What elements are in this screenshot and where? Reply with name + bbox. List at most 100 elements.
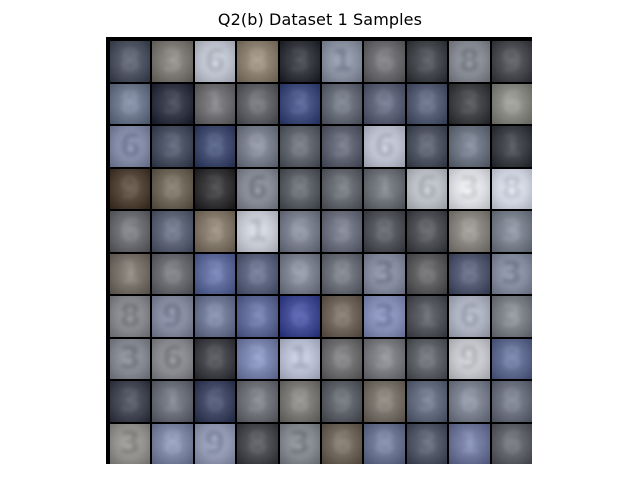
sample-digit-shape: 8 — [458, 256, 480, 292]
sample-tile: 9 — [322, 381, 363, 422]
sample-tile: 1 — [237, 211, 278, 252]
sample-digit-shape: 9 — [204, 426, 226, 462]
sample-tile: 6 — [491, 423, 532, 464]
sample-digit-shape: 9 — [458, 341, 480, 377]
sample-tile: 3 — [110, 381, 151, 422]
sample-digit-shape: 9 — [162, 298, 184, 334]
sample-digit-shape: 6 — [374, 128, 396, 164]
sample-tile: 8 — [406, 338, 448, 379]
sample-digit-shape: 6 — [331, 341, 353, 377]
sample-digit-shape: 6 — [162, 341, 184, 377]
sample-tile: 3 — [322, 168, 363, 209]
sample-tile: 3 — [491, 296, 532, 337]
sample-digit-shape: 6 — [289, 213, 311, 249]
sample-tile: 3 — [322, 126, 363, 167]
sample-tile: 6 — [279, 211, 320, 252]
sample-digit-shape: 6 — [246, 86, 268, 122]
sample-digit-shape: 3 — [416, 43, 438, 79]
sample-digit-shape: 6 — [289, 298, 311, 334]
sample-tile: 1 — [194, 83, 236, 124]
sample-tile: 8 — [194, 338, 236, 379]
sample-digit-shape: 8 — [416, 128, 438, 164]
sample-digit-shape: 8 — [458, 213, 480, 249]
sample-tile: 6 — [491, 83, 532, 124]
sample-digit-shape: 8 — [204, 128, 226, 164]
sample-digit-shape: 8 — [119, 43, 141, 79]
sample-digit-shape: 3 — [374, 341, 396, 377]
sample-tile: 8 — [364, 211, 405, 252]
sample-tile: 6 — [152, 253, 193, 294]
sample-tile: 6 — [322, 423, 363, 464]
sample-digit-shape: 6 — [501, 426, 523, 462]
sample-tile: 6 — [152, 338, 193, 379]
sample-digit-shape: 3 — [501, 256, 523, 292]
sample-digit-shape: 8 — [289, 128, 311, 164]
sample-tile: 6 — [322, 338, 363, 379]
sample-tile: 3 — [237, 296, 278, 337]
sample-tile: 3 — [194, 168, 236, 209]
sample-digit-shape: 8 — [501, 341, 523, 377]
sample-digit-shape: 3 — [246, 383, 268, 419]
sample-digit-shape: 3 — [416, 426, 438, 462]
sample-tile: 8 — [194, 296, 236, 337]
sample-tile: 8 — [406, 126, 448, 167]
sample-digit-shape: 6 — [458, 298, 480, 334]
sample-tile: 3 — [364, 338, 405, 379]
sample-digit-shape: 8 — [246, 256, 268, 292]
sample-tile: 8 — [194, 126, 236, 167]
sample-digit-shape: 8 — [458, 43, 480, 79]
sample-tile: 8 — [237, 423, 278, 464]
sample-digit-shape: 1 — [416, 298, 438, 334]
sample-digit-shape: 9 — [246, 128, 268, 164]
sample-tile: 3 — [491, 211, 532, 252]
sample-tile: 6 — [110, 211, 151, 252]
sample-digit-shape: 8 — [374, 213, 396, 249]
sample-digit-shape: 3 — [331, 171, 353, 207]
sample-digit-shape: 3 — [289, 86, 311, 122]
sample-tile: 1 — [110, 253, 151, 294]
sample-tile: 8 — [322, 83, 363, 124]
sample-tile: 3 — [279, 423, 320, 464]
sample-tile: 3 — [406, 423, 448, 464]
sample-digit-shape: 3 — [204, 171, 226, 207]
sample-tile: 9 — [152, 296, 193, 337]
sample-tile: 8 — [237, 253, 278, 294]
sample-tile: 1 — [491, 126, 532, 167]
sample-digit-shape: 3 — [162, 86, 184, 122]
sample-digit-shape: 9 — [331, 383, 353, 419]
sample-digit-shape: 6 — [374, 43, 396, 79]
sample-tile: 8 — [449, 253, 490, 294]
sample-tile: 8 — [279, 168, 320, 209]
sample-tile: 3 — [152, 126, 193, 167]
sample-tile: 9 — [491, 41, 532, 82]
sample-digit-shape: 3 — [119, 341, 141, 377]
sample-tile: 8 — [491, 381, 532, 422]
sample-digit-shape: 6 — [458, 383, 480, 419]
sample-tile: 3 — [279, 41, 320, 82]
sample-digit-shape: 3 — [501, 298, 523, 334]
sample-digit-shape: 6 — [119, 213, 141, 249]
sample-tile: 6 — [194, 41, 236, 82]
sample-digit-shape: 8 — [289, 383, 311, 419]
sample-digit-shape: 3 — [289, 426, 311, 462]
sample-tile: 6 — [406, 253, 448, 294]
sample-digit-shape: 8 — [374, 383, 396, 419]
sample-digit-shape: 8 — [162, 171, 184, 207]
sample-tile: 1 — [322, 41, 363, 82]
sample-tile: 6 — [449, 296, 490, 337]
sample-tile: 1 — [449, 423, 490, 464]
sample-digit-shape: 8 — [162, 213, 184, 249]
sample-tile: 3 — [110, 423, 151, 464]
sample-digit-shape: 1 — [204, 86, 226, 122]
sample-tile: 8 — [364, 381, 405, 422]
sample-digit-shape: 8 — [331, 256, 353, 292]
sample-digit-shape: 9 — [416, 213, 438, 249]
sample-digit-shape: 9 — [501, 43, 523, 79]
sample-tile: 6 — [194, 381, 236, 422]
sample-digit-shape: 8 — [374, 426, 396, 462]
sample-tile: 8 — [110, 296, 151, 337]
sample-tile: 3 — [406, 381, 448, 422]
sample-digit-shape: 1 — [289, 341, 311, 377]
